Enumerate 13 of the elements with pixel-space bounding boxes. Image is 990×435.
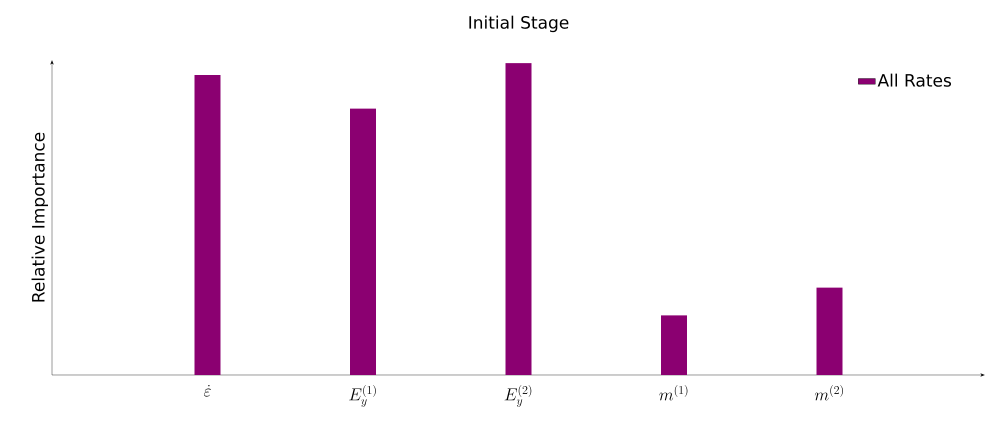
x-tick-label: $\dot{\varepsilon}$ xyxy=(204,384,211,397)
x-tick-label: $E_y^{(1)}$ xyxy=(349,384,376,407)
bar xyxy=(506,63,532,375)
bar xyxy=(816,288,843,375)
y-axis-title: Relative Importance xyxy=(32,132,48,302)
x-tick-label: $m^{(2)}$ xyxy=(814,384,843,400)
bar xyxy=(661,315,688,375)
bar xyxy=(350,108,376,375)
x-tick-label: $E_y^{(2)}$ xyxy=(504,384,532,407)
bar xyxy=(194,74,220,375)
legend-label: All Rates xyxy=(878,74,952,87)
chart-title: Initial Stage xyxy=(469,16,568,32)
x-tick-label: $m^{(1)}$ xyxy=(659,384,688,400)
